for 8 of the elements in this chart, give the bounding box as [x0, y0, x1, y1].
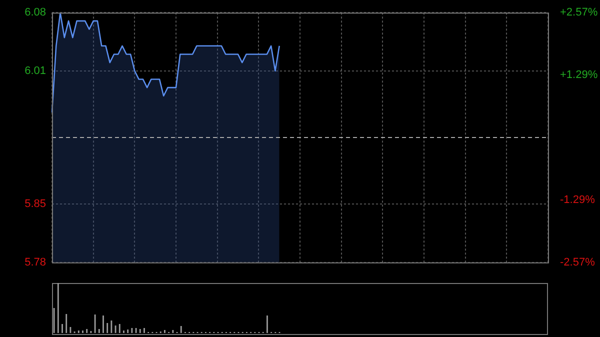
y-tick-label: 6.01 — [24, 64, 46, 77]
y2-tick-label: +1.29% — [560, 68, 598, 81]
y-tick-label: 5.85 — [24, 198, 46, 210]
y2-tick-label: -1.29% — [560, 194, 596, 206]
y2-tick-label: -2.57% — [560, 256, 596, 268]
y-tick-label: 6.08 — [24, 6, 46, 19]
y-tick-label: 5.78 — [24, 256, 46, 268]
y2-tick-label: +2.57% — [560, 6, 598, 19]
